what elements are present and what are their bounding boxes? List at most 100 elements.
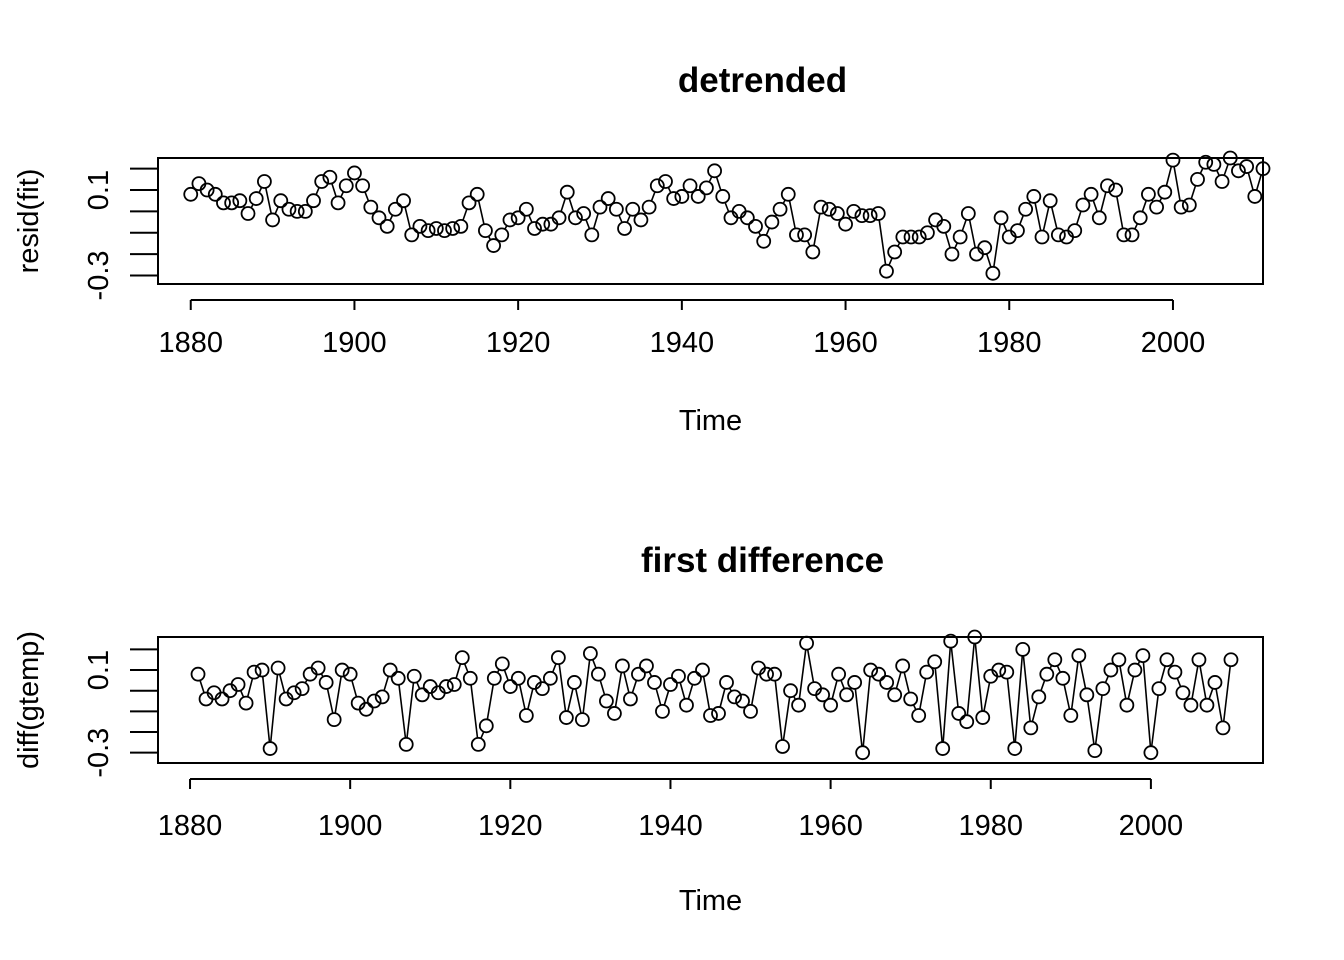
y-axis-label: resid(fit) xyxy=(13,169,45,274)
series-segment xyxy=(813,213,821,246)
data-point xyxy=(1214,174,1230,189)
series-segment xyxy=(591,659,597,669)
data-point xyxy=(238,695,254,711)
series-segment xyxy=(631,680,638,694)
data-point xyxy=(550,650,566,666)
series-segment xyxy=(806,240,811,247)
data-point xyxy=(743,703,758,719)
series-segment xyxy=(1034,202,1042,231)
data-point xyxy=(1151,681,1167,697)
data-point xyxy=(1143,745,1159,761)
data-point xyxy=(985,265,1001,281)
data-point xyxy=(262,741,278,756)
data-point xyxy=(855,745,871,761)
data-point xyxy=(655,703,670,719)
data-point xyxy=(1007,741,1023,756)
series-segment xyxy=(1165,166,1173,187)
series-segment xyxy=(1094,694,1103,745)
series-segment xyxy=(788,200,796,229)
series-segment xyxy=(486,684,495,720)
series-segment xyxy=(199,680,205,694)
series-segment xyxy=(1116,196,1124,229)
data-point xyxy=(674,189,690,204)
data-point xyxy=(903,229,919,245)
series-segment xyxy=(679,682,686,700)
x-tick-label: 2000 xyxy=(1119,810,1184,842)
series-segment xyxy=(895,671,902,689)
series-segment xyxy=(1086,701,1095,745)
series-segment xyxy=(574,688,582,714)
series-segment xyxy=(560,198,567,212)
data-point xyxy=(326,712,342,728)
series-segment xyxy=(765,227,771,236)
data-point xyxy=(1083,186,1099,202)
data-point xyxy=(494,227,510,243)
data-point xyxy=(617,221,632,236)
data-point xyxy=(703,708,718,723)
data-point xyxy=(647,675,662,690)
x-axis-label: Time xyxy=(679,885,742,917)
data-point xyxy=(542,670,558,686)
data-point xyxy=(1050,227,1066,243)
series-segment xyxy=(626,214,631,223)
data-point xyxy=(711,706,726,721)
data-point xyxy=(486,238,501,253)
data-point xyxy=(214,691,230,707)
data-point xyxy=(1157,184,1173,200)
series-segment xyxy=(1190,185,1197,200)
data-point xyxy=(566,675,582,690)
data-point xyxy=(639,658,654,674)
data-point xyxy=(207,186,223,202)
data-point xyxy=(1095,681,1111,697)
data-point xyxy=(679,697,694,713)
data-point xyxy=(1124,227,1140,243)
series-segment xyxy=(840,679,846,690)
data-point xyxy=(1067,223,1083,239)
data-point xyxy=(199,182,215,198)
data-point xyxy=(772,201,788,217)
data-point xyxy=(821,201,837,217)
data-point xyxy=(1018,201,1034,217)
series-segment xyxy=(404,206,412,229)
y-tick-label: -0.3 xyxy=(83,250,115,300)
data-point xyxy=(1132,210,1148,226)
data-point xyxy=(1141,186,1156,202)
series-segment xyxy=(1002,223,1008,232)
data-point xyxy=(623,691,638,707)
series-segment xyxy=(1031,702,1038,722)
series-segment xyxy=(1056,665,1061,673)
data-point xyxy=(1055,670,1071,686)
data-point xyxy=(879,263,894,279)
data-point xyxy=(462,670,478,686)
data-point xyxy=(584,227,600,243)
series-segment xyxy=(599,680,606,696)
data-point xyxy=(936,218,952,234)
data-point xyxy=(1127,662,1143,678)
x-tick-label: 1900 xyxy=(318,810,383,842)
series-segment xyxy=(1173,166,1181,201)
data-point xyxy=(396,193,411,209)
series-segment xyxy=(854,688,863,747)
data-point xyxy=(887,687,903,703)
data-point xyxy=(1215,720,1231,736)
series-segment xyxy=(878,219,887,265)
series-segment xyxy=(934,668,943,743)
data-point xyxy=(1075,197,1091,213)
data-point xyxy=(959,714,975,730)
data-point xyxy=(559,184,575,200)
series-points xyxy=(183,150,1271,281)
data-point xyxy=(1206,157,1222,172)
series-segment xyxy=(1042,206,1050,231)
data-point xyxy=(371,210,387,226)
series-segment xyxy=(719,688,726,708)
series-segment xyxy=(416,681,421,690)
data-point xyxy=(470,737,486,752)
series-segment xyxy=(528,214,533,223)
series-segment xyxy=(315,187,320,196)
series-segment xyxy=(585,219,591,230)
series-segment xyxy=(888,257,893,266)
series-segment xyxy=(942,647,952,743)
data-point xyxy=(428,221,444,236)
data-point xyxy=(791,697,806,713)
data-point xyxy=(695,662,710,678)
